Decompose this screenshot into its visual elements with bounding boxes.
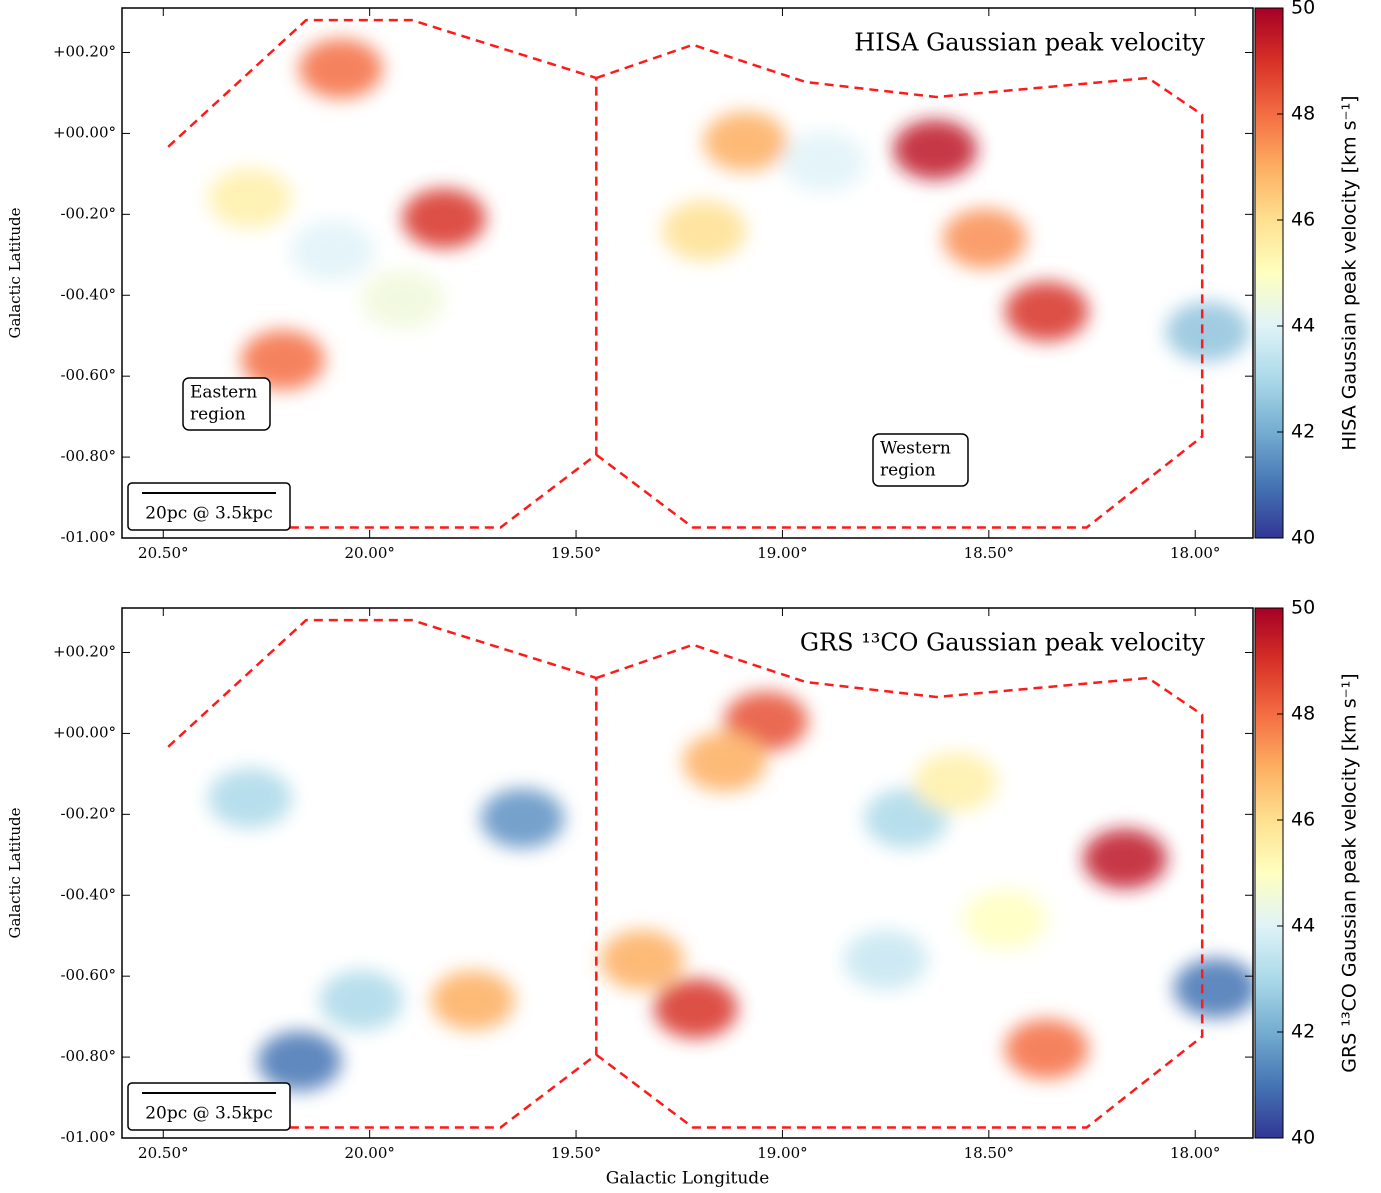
velocity-patch: [703, 111, 788, 172]
colorbar-tick-label: 42: [1291, 1021, 1315, 1043]
colorbar-tick-label: 40: [1291, 1127, 1315, 1149]
velocity-patch: [1004, 1018, 1089, 1079]
colorbar-tick-label: 50: [1291, 597, 1315, 619]
colorbar-tick-label: 48: [1291, 103, 1315, 125]
x-tick-label: 19.00°: [757, 544, 807, 562]
plot-frame: [121, 7, 1254, 539]
region-label: Eastern: [190, 383, 257, 403]
map-layer: [167, 618, 1253, 1129]
x-tick-label: 20.00°: [344, 1144, 394, 1162]
velocity-patch: [653, 978, 738, 1039]
colorbar-tick-label: 44: [1291, 915, 1315, 937]
velocity-patch: [781, 131, 866, 192]
region-outline: [595, 43, 1204, 529]
x-tick-label: 18.50°: [964, 544, 1014, 562]
y-tick-label: -00.80°: [60, 447, 116, 465]
velocity-patch: [257, 1031, 342, 1092]
region-label-box: [872, 433, 969, 487]
scale-bar-label: 20pc @ 3.5kpc: [145, 504, 273, 524]
y-axis-label: Galactic Latitude: [6, 207, 24, 338]
x-tick-label: 18.00°: [1170, 544, 1220, 562]
velocity-patch: [963, 889, 1048, 950]
velocity-blobs: [207, 38, 1250, 390]
velocity-patch: [682, 731, 767, 792]
scale-bar-box: [127, 482, 291, 531]
region-label-box: [182, 377, 271, 431]
map-layer: [167, 18, 1250, 529]
x-tick-label: 19.50°: [551, 1144, 601, 1162]
y-tick-label: -00.20°: [60, 804, 116, 822]
velocity-patch: [1004, 281, 1089, 342]
velocity-patch: [430, 970, 515, 1031]
colorbar: [1254, 7, 1284, 539]
colorbar-tick-label: 40: [1291, 527, 1315, 549]
y-tick-label: -00.60°: [60, 366, 116, 384]
velocity-patch: [1165, 301, 1250, 362]
chart-title: HISA Gaussian peak velocity: [854, 29, 1205, 57]
y-tick-label: -00.80°: [60, 1047, 116, 1065]
y-tick-label: +00.00°: [53, 723, 116, 741]
x-axis-label: Galactic Longitude: [606, 1169, 770, 1189]
velocity-patch: [893, 119, 978, 180]
plot-frame: [121, 607, 1254, 1139]
colorbar-tick-label: 42: [1291, 421, 1315, 443]
y-tick-label: -00.40°: [60, 285, 116, 303]
velocity-patch: [207, 768, 292, 829]
colorbar-tick-label: 46: [1291, 809, 1315, 831]
colorbar-tick-label: 50: [1291, 0, 1315, 19]
x-tick-label: 20.50°: [138, 544, 188, 562]
y-tick-label: -00.60°: [60, 966, 116, 984]
velocity-patch: [843, 929, 928, 990]
velocity-patch: [360, 269, 445, 330]
velocity-patch: [913, 751, 998, 812]
velocity-patch: [298, 38, 383, 99]
region-label: region: [190, 405, 246, 425]
y-tick-label: -01.00°: [60, 528, 116, 546]
y-tick-label: -00.20°: [60, 204, 116, 222]
x-tick-label: 18.50°: [964, 1144, 1014, 1162]
x-tick-label: 18.00°: [1170, 1144, 1220, 1162]
scale-bar-box: [127, 1082, 291, 1131]
colorbar-label: HISA Gaussian peak velocity [km s⁻¹]: [1339, 95, 1361, 450]
velocity-patch: [319, 970, 404, 1031]
y-tick-label: +00.20°: [53, 643, 116, 661]
velocity-patch: [1173, 958, 1253, 1019]
region-label: region: [880, 461, 936, 481]
velocity-patch: [662, 200, 747, 261]
x-tick-label: 19.00°: [757, 1144, 807, 1162]
velocity-patch: [207, 168, 292, 229]
y-axis-label: Galactic Latitude: [6, 807, 24, 938]
velocity-patch: [1083, 828, 1168, 889]
velocity-patch: [942, 208, 1027, 269]
y-tick-label: +00.20°: [53, 43, 116, 61]
velocity-patch: [480, 788, 565, 849]
x-tick-label: 20.50°: [138, 1144, 188, 1162]
region-label: Western: [880, 439, 951, 459]
colorbar-tick-label: 48: [1291, 703, 1315, 725]
velocity-patch: [290, 220, 375, 281]
y-tick-label: -00.40°: [60, 885, 116, 903]
velocity-patch: [401, 188, 486, 249]
velocity-patch: [600, 929, 685, 990]
scale-bar-label: 20pc @ 3.5kpc: [145, 1104, 273, 1124]
region-outline: [167, 618, 598, 1129]
x-tick-label: 20.00°: [344, 544, 394, 562]
region-outline: [595, 643, 1204, 1129]
velocity-patch: [240, 329, 325, 390]
velocity-blobs: [207, 691, 1253, 1092]
colorbar-tick-label: 46: [1291, 209, 1315, 231]
x-tick-label: 19.50°: [551, 544, 601, 562]
colorbar: [1254, 607, 1284, 1139]
colorbar-label: GRS ¹³CO Gaussian peak velocity [km s⁻¹]: [1339, 673, 1361, 1072]
colorbar-tick-label: 44: [1291, 315, 1315, 337]
y-tick-label: -01.00°: [60, 1128, 116, 1146]
y-tick-label: +00.00°: [53, 123, 116, 141]
chart-title: GRS ¹³CO Gaussian peak velocity: [800, 629, 1206, 657]
